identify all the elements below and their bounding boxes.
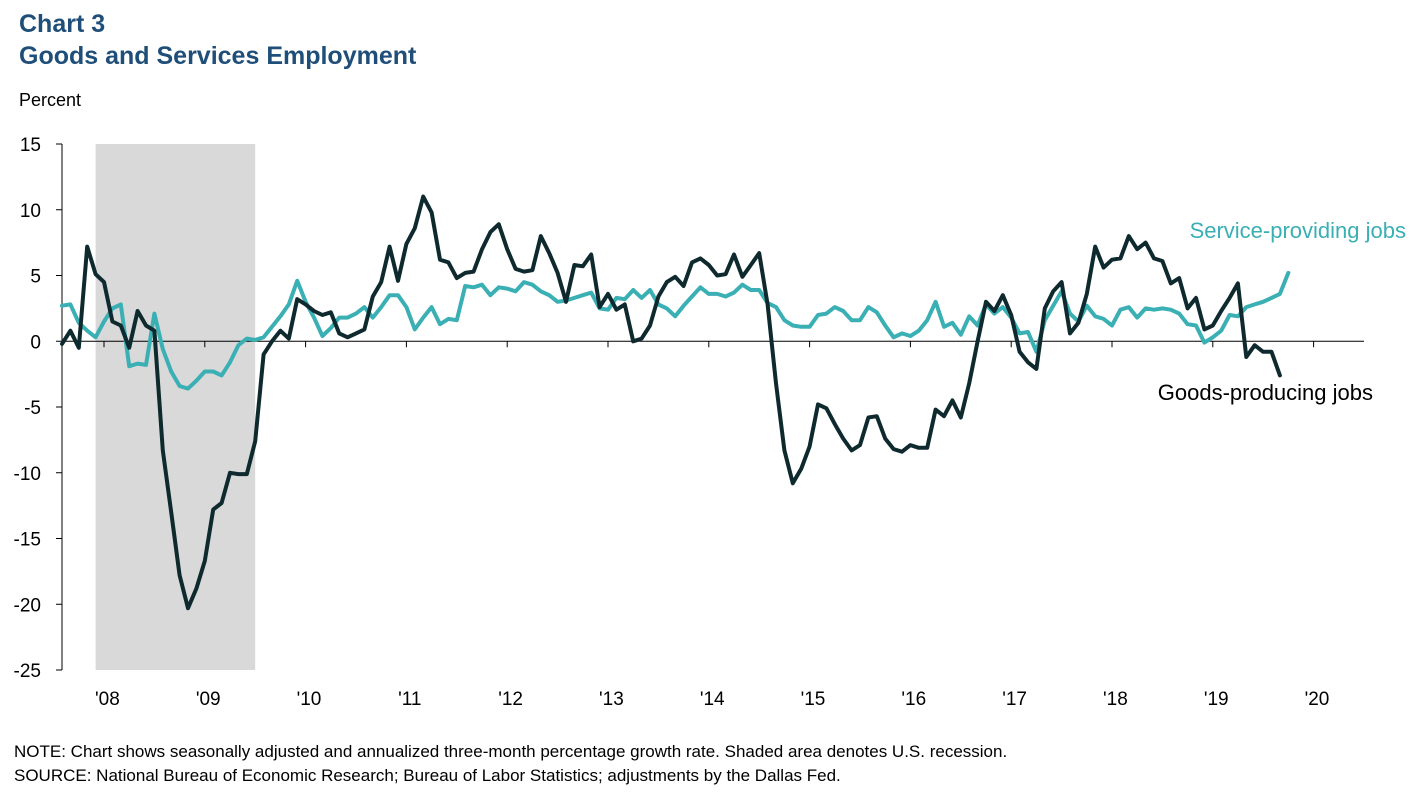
y-tick-label: -10 [14, 464, 41, 485]
x-tick-label: '12 [498, 689, 523, 710]
x-axis: '08 '09 '10 '11 '12 '13 '14 '15 '16 '17 '18 '19 '20 [95, 341, 1329, 710]
x-tick-label: '18 [1103, 689, 1128, 710]
title-block: Chart 3 Goods and Services Employment [19, 8, 416, 72]
y-tick-label: -25 [14, 661, 41, 682]
x-tick-label: '14 [700, 689, 725, 710]
x-tick-label: '10 [297, 689, 322, 710]
chart-title: Goods and Services Employment [19, 42, 417, 70]
y-tick-label: -5 [24, 398, 41, 419]
y-tick-label: 5 [30, 267, 41, 288]
y-tick-label: -20 [14, 595, 41, 616]
chart-notes: NOTE: Chart shows seasonally adjusted an… [14, 740, 1007, 788]
y-tick-label: -15 [14, 530, 41, 551]
y-tick-label: 0 [30, 332, 41, 353]
x-tick-label: '11 [398, 689, 421, 710]
y-axis: 15 10 5 0 -5 -10 -15 -20 -25 [14, 135, 62, 682]
x-tick-label: '13 [599, 689, 624, 710]
note-text: NOTE: Chart shows seasonally adjusted an… [14, 742, 1008, 761]
x-tick-label: '17 [1002, 689, 1027, 710]
series-label-service-providing: Service-providing jobs [1190, 218, 1406, 243]
x-tick-label: '15 [801, 689, 826, 710]
y-axis-unit-label: Percent [19, 90, 82, 110]
x-tick-label: '16 [901, 689, 926, 710]
y-tick-label: 10 [20, 201, 41, 222]
series-line-goods-producing [60, 194, 1282, 611]
series-label-goods-producing: Goods-producing jobs [1158, 380, 1373, 405]
recession-shading [95, 144, 256, 670]
x-tick-label: '20 [1305, 689, 1330, 710]
x-tick-label: '09 [196, 689, 221, 710]
source-text: SOURCE: National Bureau of Economic Rese… [14, 766, 841, 785]
y-tick-label: 15 [20, 135, 41, 156]
series-line-service-providing [60, 270, 1291, 391]
chart-number: Chart 3 [19, 10, 106, 38]
x-tick-label: '19 [1204, 689, 1229, 710]
x-tick-label: '08 [95, 689, 120, 710]
